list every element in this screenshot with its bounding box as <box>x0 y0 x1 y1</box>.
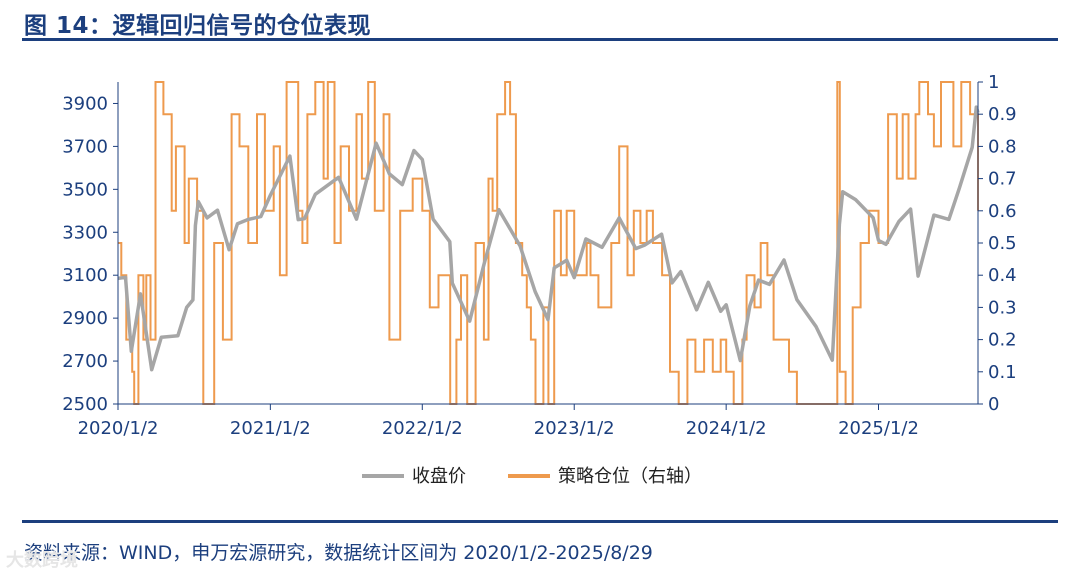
plot-area <box>117 81 980 405</box>
x-tick-label: 2024/1/2 <box>686 418 767 439</box>
right-tick-label: 0.1 <box>988 362 1017 383</box>
left-tick-label: 3300 <box>62 222 108 243</box>
left-tick-label: 2500 <box>62 394 108 415</box>
right-tick-label: 0.2 <box>988 330 1017 351</box>
title-rule <box>22 38 1058 41</box>
right-tick-label: 1 <box>988 72 999 93</box>
right-tick-label: 0 <box>988 394 999 415</box>
right-tick-label: 0.7 <box>988 169 1017 190</box>
series-position-line <box>118 81 979 405</box>
x-tick-label: 2020/1/2 <box>78 418 159 439</box>
right-tick-label: 0.6 <box>988 201 1017 222</box>
left-tick-label: 3100 <box>62 265 108 286</box>
source-note: 资料来源：WIND，申万宏源研究，数据统计区间为 2020/1/2-2025/8… <box>24 542 653 564</box>
legend: 收盘价 策略仓位（右轴） <box>362 466 702 487</box>
position-chart: 2500 2700 2900 3100 3300 3500 3700 3900 0 0.1 0.2 0… <box>62 72 1016 487</box>
left-tick-label: 2900 <box>62 308 108 329</box>
series-price-line <box>117 105 980 372</box>
right-tick-label: 0.3 <box>988 297 1017 318</box>
left-tick-label: 2700 <box>62 351 108 372</box>
watermark: 大数跨境 <box>6 550 78 571</box>
x-tick-label: 2025/1/2 <box>838 418 919 439</box>
x-tick-label: 2022/1/2 <box>382 418 463 439</box>
legend-price-label: 收盘价 <box>412 466 466 487</box>
right-tick-label: 0.8 <box>988 136 1017 157</box>
right-tick-label: 0.9 <box>988 104 1017 125</box>
axes: 2500 2700 2900 3100 3300 3500 3700 3900 0 0.1 0.2 0… <box>62 72 1016 439</box>
x-tick-label: 2021/1/2 <box>230 418 311 439</box>
x-tick-label: 2023/1/2 <box>534 418 615 439</box>
left-tick-label: 3500 <box>62 179 108 200</box>
right-tick-label: 0.5 <box>988 233 1017 254</box>
left-tick-label: 3700 <box>62 136 108 157</box>
figure-title: 图 14：逻辑回归信号的仓位表现 <box>24 13 372 39</box>
legend-position-label: 策略仓位（右轴） <box>558 466 702 487</box>
right-tick-label: 0.4 <box>988 265 1017 286</box>
source-rule <box>22 520 1058 523</box>
left-tick-label: 3900 <box>62 93 108 114</box>
